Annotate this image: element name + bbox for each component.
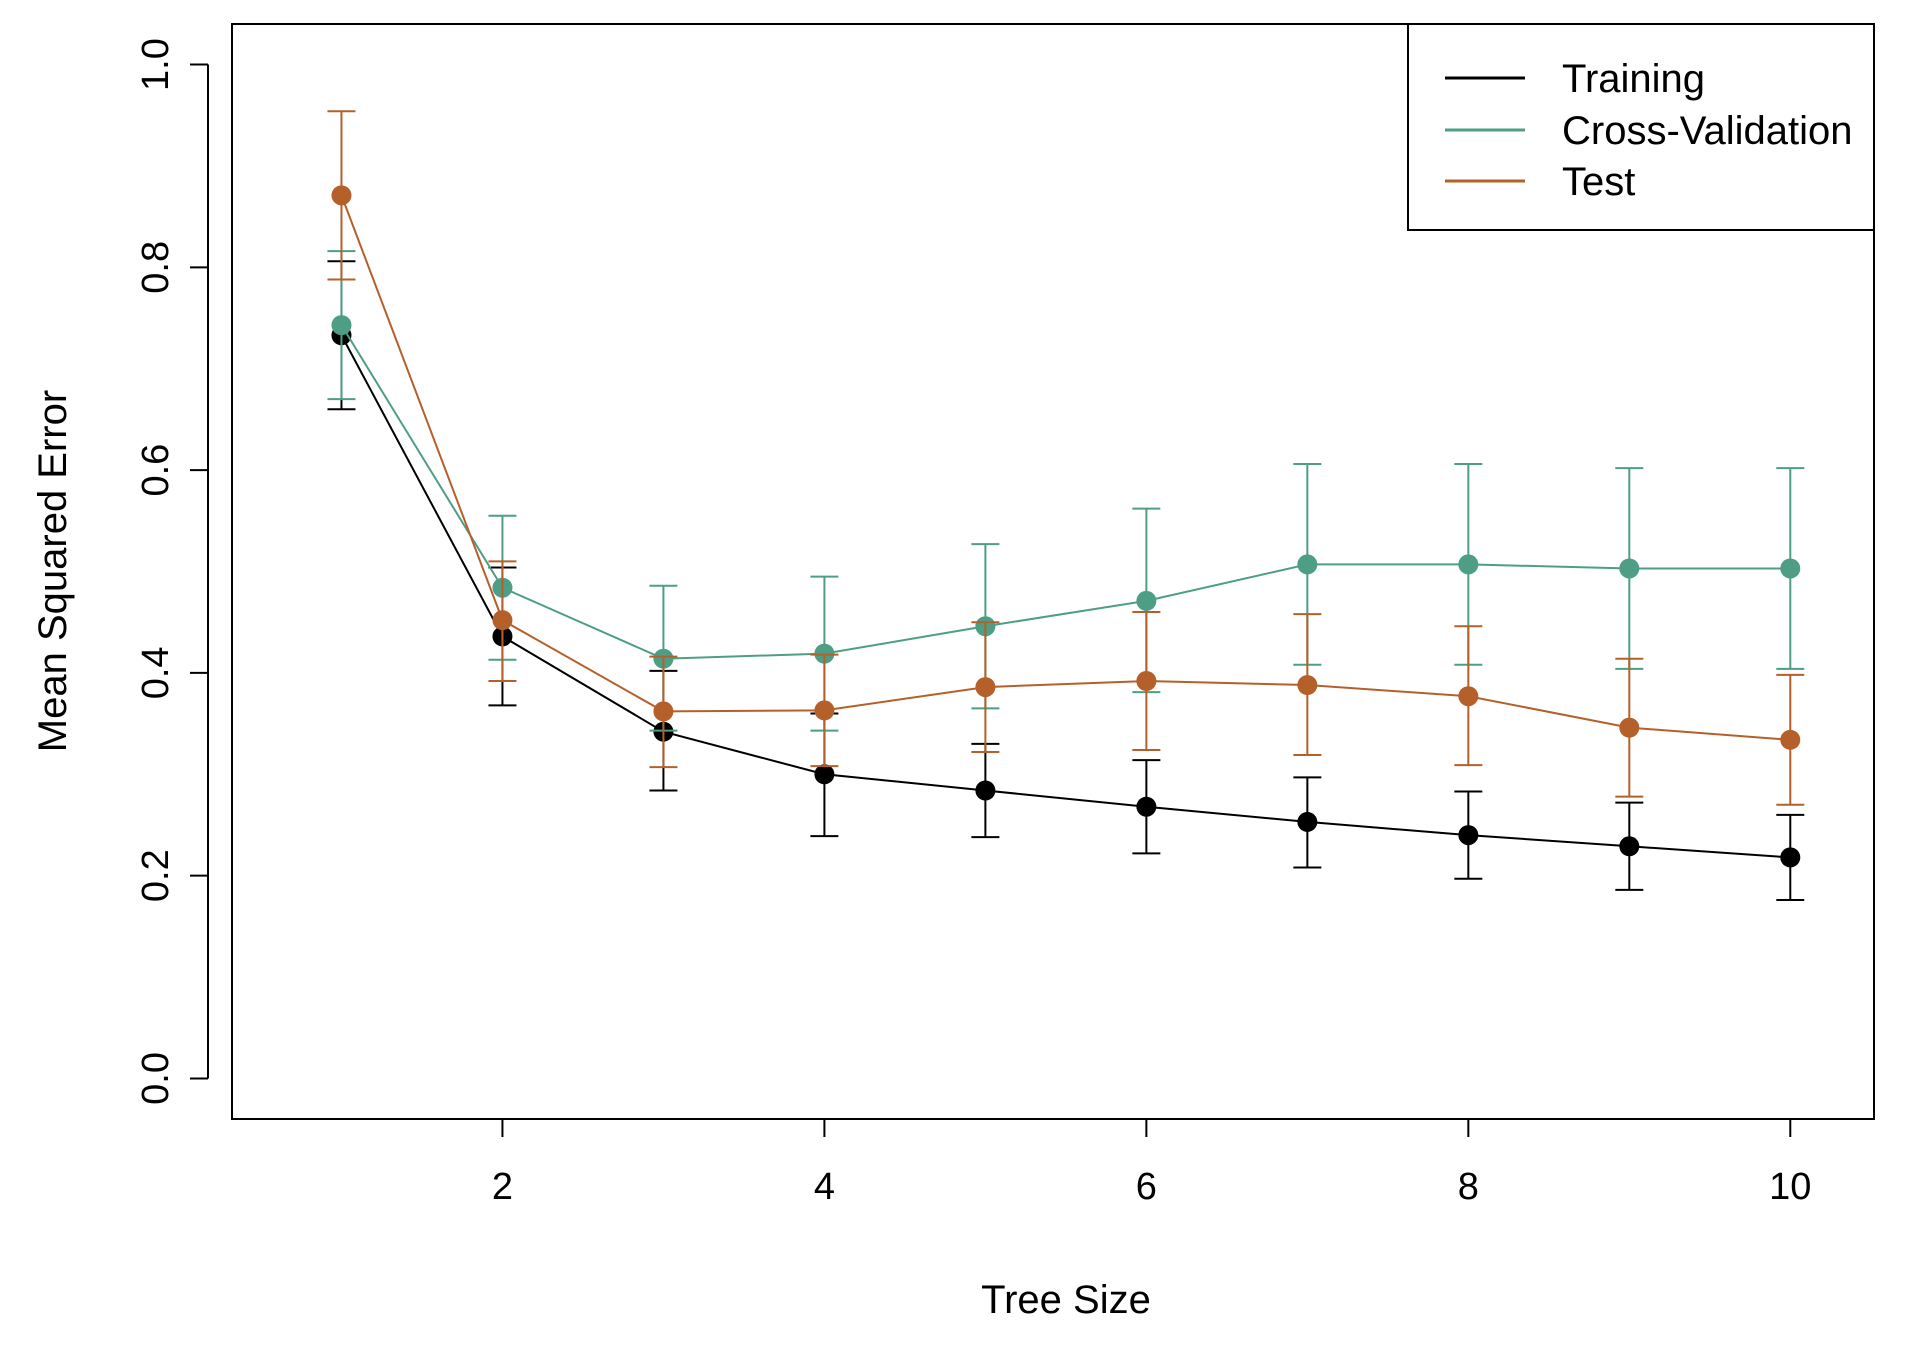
legend-label-cross-validation: Cross-Validation (1562, 109, 1853, 153)
point-test-3 (653, 701, 674, 722)
point-training-9 (1619, 836, 1640, 857)
point-test-2 (492, 610, 513, 631)
point-cross-validation-10 (1780, 558, 1801, 579)
x-tick-label-4: 4 (814, 1166, 835, 1208)
legend-box (1407, 23, 1875, 231)
point-test-4 (814, 700, 835, 721)
point-test-6 (1136, 671, 1157, 691)
point-cross-validation-8 (1458, 554, 1479, 575)
series-test (327, 110, 1805, 806)
legend: Training Cross-Validation Test (1407, 23, 1875, 231)
point-cross-validation-1 (331, 315, 352, 336)
y-tick-label-1.0: 1.0 (135, 38, 177, 91)
y-tick-label-0.6: 0.6 (135, 444, 177, 497)
x-tick-label-8: 8 (1458, 1166, 1479, 1208)
series-cross-validation (327, 250, 1805, 732)
point-cross-validation-9 (1619, 558, 1640, 579)
plot-frame (231, 23, 1875, 1120)
point-training-7 (1297, 811, 1318, 832)
series-line-training (340, 334, 1791, 859)
x-axis: 2 4 6 8 10 (492, 1119, 1811, 1208)
y-tick-label-0.0: 0.0 (135, 1052, 177, 1105)
point-cross-validation-7 (1297, 554, 1318, 575)
x-tick-label-2: 2 (492, 1166, 513, 1208)
point-test-1 (331, 185, 352, 206)
point-test-9 (1619, 717, 1640, 738)
point-training-4 (814, 764, 835, 785)
x-axis-label: Tree Size (981, 1278, 1151, 1322)
point-test-5 (975, 677, 996, 698)
series-training (327, 260, 1805, 901)
point-test-8 (1458, 686, 1479, 707)
point-test-7 (1297, 675, 1318, 696)
y-tick-label-0.8: 0.8 (135, 241, 177, 294)
legend-label-test: Test (1562, 160, 1635, 204)
x-tick-label-10: 10 (1769, 1166, 1811, 1208)
y-tick-label-0.4: 0.4 (135, 646, 177, 699)
y-axis-label: Mean Squared Error (31, 390, 75, 752)
point-cross-validation-4 (814, 643, 835, 664)
series-line-test (340, 194, 1791, 741)
y-tick-label-0.2: 0.2 (135, 849, 177, 902)
point-training-5 (975, 780, 996, 801)
y-axis: 0.0 0.2 0.4 0.6 0.8 1.0 (135, 38, 209, 1105)
point-cross-validation-6 (1136, 590, 1157, 611)
x-tick-label-6: 6 (1136, 1166, 1157, 1208)
point-training-10 (1780, 847, 1801, 868)
point-test-10 (1780, 729, 1801, 750)
point-training-8 (1458, 825, 1479, 846)
legend-label-training: Training (1562, 57, 1705, 101)
series-line-cross-validation (340, 324, 1791, 660)
marks-layer (327, 110, 1805, 901)
point-training-6 (1136, 796, 1157, 817)
